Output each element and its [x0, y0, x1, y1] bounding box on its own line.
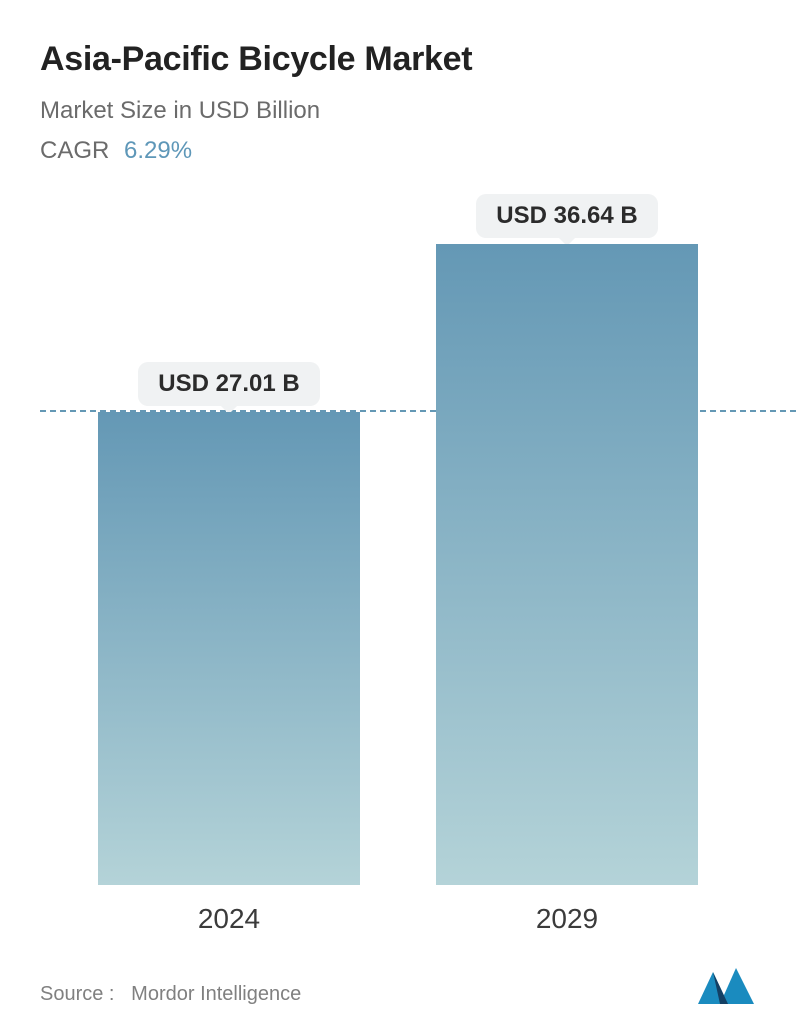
x-axis-label: 2024	[98, 903, 360, 935]
cagr-label: CAGR	[40, 137, 109, 164]
chart-footer: Source : Mordor Intelligence	[40, 966, 756, 1006]
x-axis-label: 2029	[436, 903, 698, 935]
chart-title: Asia-Pacific Bicycle Market	[40, 40, 756, 79]
chart-subtitle: Market Size in USD Billion	[40, 97, 756, 125]
bar-value-label: USD 27.01 B	[138, 362, 319, 406]
chart-plot-area: USD 27.01 B USD 36.64 B	[40, 185, 756, 885]
bar-group: USD 27.01 B	[98, 362, 360, 885]
x-axis: 2024 2029	[40, 885, 756, 935]
bar-group: USD 36.64 B	[436, 194, 698, 885]
bar	[98, 412, 360, 885]
bar	[436, 244, 698, 885]
chart-container: Asia-Pacific Bicycle Market Market Size …	[0, 0, 796, 1034]
source-prefix: Source :	[40, 983, 114, 1005]
mordor-logo-icon	[696, 966, 756, 1006]
cagr-value: 6.29%	[124, 137, 192, 164]
bars-wrapper: USD 27.01 B USD 36.64 B	[40, 185, 756, 885]
bar-value-label: USD 36.64 B	[476, 194, 657, 238]
cagr-row: CAGR 6.29%	[40, 137, 756, 165]
source-name: Mordor Intelligence	[131, 983, 301, 1005]
source-attribution: Source : Mordor Intelligence	[40, 983, 301, 1006]
